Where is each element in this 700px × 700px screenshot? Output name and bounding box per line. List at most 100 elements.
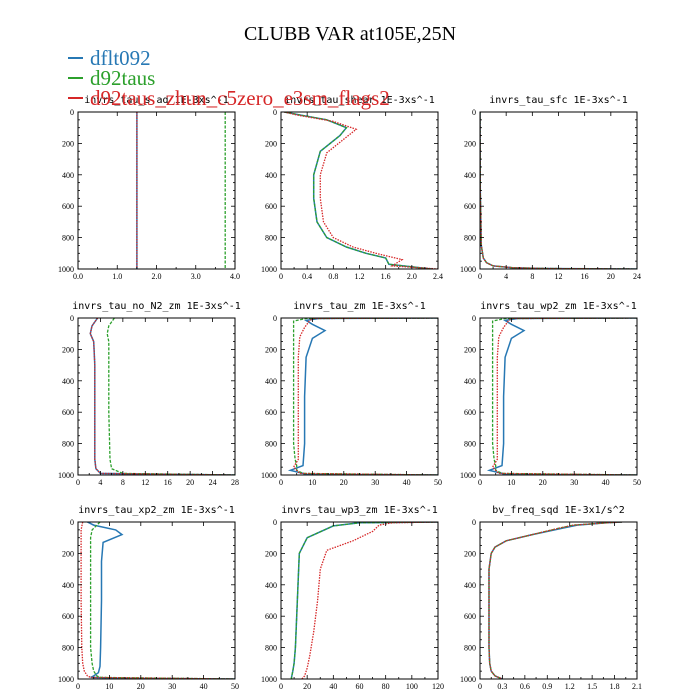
series-line-d92taus_zhun_c5zero_e3sm_flags2 <box>80 522 235 679</box>
panel-title: invrs_tau_wp2_zm 1E-3xs^-1 <box>480 301 637 312</box>
x-tick-label: 4 <box>504 272 508 281</box>
y-tick-label: 400 <box>265 581 277 590</box>
y-tick-label: 1000 <box>460 471 476 480</box>
x-tick-label: 40 <box>602 478 610 487</box>
x-tick-label: 50 <box>434 478 442 487</box>
y-tick-label: 800 <box>464 644 476 653</box>
panel-title: invrs_tau_shear 1E-3xs^-1 <box>284 95 435 106</box>
y-tick-label: 0 <box>472 108 476 117</box>
x-tick-label: 20 <box>137 682 145 691</box>
legend-label-d92taus-zhun: d92taus_zhun_c5zero_e3sm_flags2 <box>90 86 390 110</box>
x-tick-label: 40 <box>403 478 411 487</box>
y-tick-label: 600 <box>265 202 277 211</box>
y-tick-label: 1000 <box>460 265 476 274</box>
y-tick-label: 200 <box>265 549 277 558</box>
panel-title: invrs_tau_zm 1E-3xs^-1 <box>293 301 425 312</box>
y-tick-label: 800 <box>62 234 74 243</box>
x-tick-label: 0.0 <box>73 272 83 281</box>
x-tick-label: 0 <box>76 478 80 487</box>
y-tick-label: 200 <box>62 139 74 148</box>
x-tick-label: 24 <box>633 272 641 281</box>
x-tick-label: 0 <box>478 478 482 487</box>
x-tick-label: 50 <box>633 478 641 487</box>
y-tick-label: 1000 <box>460 675 476 684</box>
y-tick-label: 200 <box>464 345 476 354</box>
x-tick-label: 30 <box>371 478 379 487</box>
y-tick-label: 800 <box>62 440 74 449</box>
y-tick-label: 0 <box>273 314 277 323</box>
x-tick-label: 20 <box>539 478 547 487</box>
panel-title: invrs_tau_wp3_zm 1E-3xs^-1 <box>281 505 438 516</box>
y-tick-label: 800 <box>62 644 74 653</box>
x-tick-label: 80 <box>382 682 390 691</box>
y-tick-label: 600 <box>464 202 476 211</box>
y-tick-label: 600 <box>265 408 277 417</box>
y-tick-label: 400 <box>62 581 74 590</box>
y-tick-label: 0 <box>70 108 74 117</box>
y-tick-label: 600 <box>62 612 74 621</box>
x-tick-label: 1.2 <box>355 272 365 281</box>
y-tick-label: 800 <box>265 234 277 243</box>
y-tick-label: 600 <box>62 202 74 211</box>
x-tick-label: 10 <box>507 478 515 487</box>
x-tick-label: 24 <box>209 478 217 487</box>
y-tick-label: 400 <box>464 171 476 180</box>
panel-6: invrs_tau_wp2_zm 1E-3xs^-1 0 10 20 30 40 50 0 20… <box>460 301 641 487</box>
x-tick-label: 10 <box>308 478 316 487</box>
panel-title: invrs_tau_xp2_zm 1E-3xs^-1 <box>78 505 235 516</box>
panels: invrs_tau_s ad 1E-3xs^-1 0.0 1.0 2.0 3.0 4.0 0… <box>58 95 642 691</box>
x-tick-label: 4.0 <box>230 272 240 281</box>
y-tick-label: 400 <box>464 581 476 590</box>
x-tick-label: 20 <box>186 478 194 487</box>
panel-5: invrs_tau_zm 1E-3xs^-1 0 10 20 30 40 50 0 200 400… <box>261 301 442 487</box>
x-tick-label: 0 <box>279 478 283 487</box>
y-tick-label: 200 <box>464 139 476 148</box>
x-tick-label: 8 <box>530 272 534 281</box>
series-line-d92taus <box>106 318 235 475</box>
panel-2: invrs_tau_shear 1E-3xs^-1 0 0.4 0.8 1.2 1.6 2.… <box>261 95 443 281</box>
x-tick-label: 4 <box>98 478 102 487</box>
series-line-d92taus_zhun_c5zero_e3sm_flags2 <box>89 318 235 475</box>
y-tick-label: 1000 <box>261 675 277 684</box>
panel-title: invrs_tau_s ad 1E-3xs^-1 <box>84 95 229 106</box>
panel-7: invrs_tau_xp2_zm 1E-3xs^-1 0 10 20 30 40 50 0 20… <box>58 505 239 691</box>
x-tick-label: 0.8 <box>328 272 338 281</box>
y-tick-label: 0 <box>472 314 476 323</box>
x-tick-label: 16 <box>164 478 172 487</box>
x-tick-label: 10 <box>105 682 113 691</box>
panel-title: invrs_tau_no_N2_zm 1E-3xs^-1 <box>72 301 241 312</box>
x-tick-label: 50 <box>231 682 239 691</box>
panel-title: invrs_tau_sfc 1E-3xs^-1 <box>489 95 627 106</box>
series-line-d92taus_zhun_c5zero_e3sm_flags2 <box>284 112 438 269</box>
y-tick-label: 1000 <box>58 471 74 480</box>
x-tick-label: 2.0 <box>152 272 162 281</box>
x-tick-label: 2.4 <box>433 272 443 281</box>
x-tick-label: 0.4 <box>302 272 312 281</box>
y-tick-label: 400 <box>265 171 277 180</box>
x-tick-label: 1.5 <box>587 682 597 691</box>
x-tick-label: 1.2 <box>565 682 575 691</box>
x-tick-label: 30 <box>570 478 578 487</box>
panel-1: invrs_tau_s ad 1E-3xs^-1 0.0 1.0 2.0 3.0 4.0 0… <box>58 95 240 281</box>
x-tick-label: 30 <box>168 682 176 691</box>
y-tick-label: 0 <box>273 108 277 117</box>
x-tick-label: 0 <box>279 682 283 691</box>
x-tick-label: 1.8 <box>610 682 620 691</box>
y-tick-label: 200 <box>62 345 74 354</box>
figure-title: CLUBB VAR at105E,25N <box>244 23 456 45</box>
series-line-d92taus_zhun_c5zero_e3sm_flags2 <box>480 112 637 269</box>
x-tick-label: 40 <box>329 682 337 691</box>
y-tick-label: 800 <box>464 234 476 243</box>
y-tick-label: 200 <box>265 345 277 354</box>
x-tick-label: 20 <box>607 272 615 281</box>
y-tick-label: 600 <box>464 408 476 417</box>
y-tick-label: 600 <box>265 612 277 621</box>
x-tick-label: 120 <box>432 682 444 691</box>
y-tick-label: 200 <box>265 139 277 148</box>
panel-8: invrs_tau_wp3_zm 1E-3xs^-1 0 20 40 60 80 100 12… <box>261 505 444 691</box>
panel-3: invrs_tau_sfc 1E-3xs^-1 0 4 8 12 16 20 24 0 200 40… <box>460 95 641 281</box>
y-tick-label: 1000 <box>261 471 277 480</box>
legend-label-d92taus: d92taus <box>90 66 155 90</box>
y-tick-label: 400 <box>62 377 74 386</box>
